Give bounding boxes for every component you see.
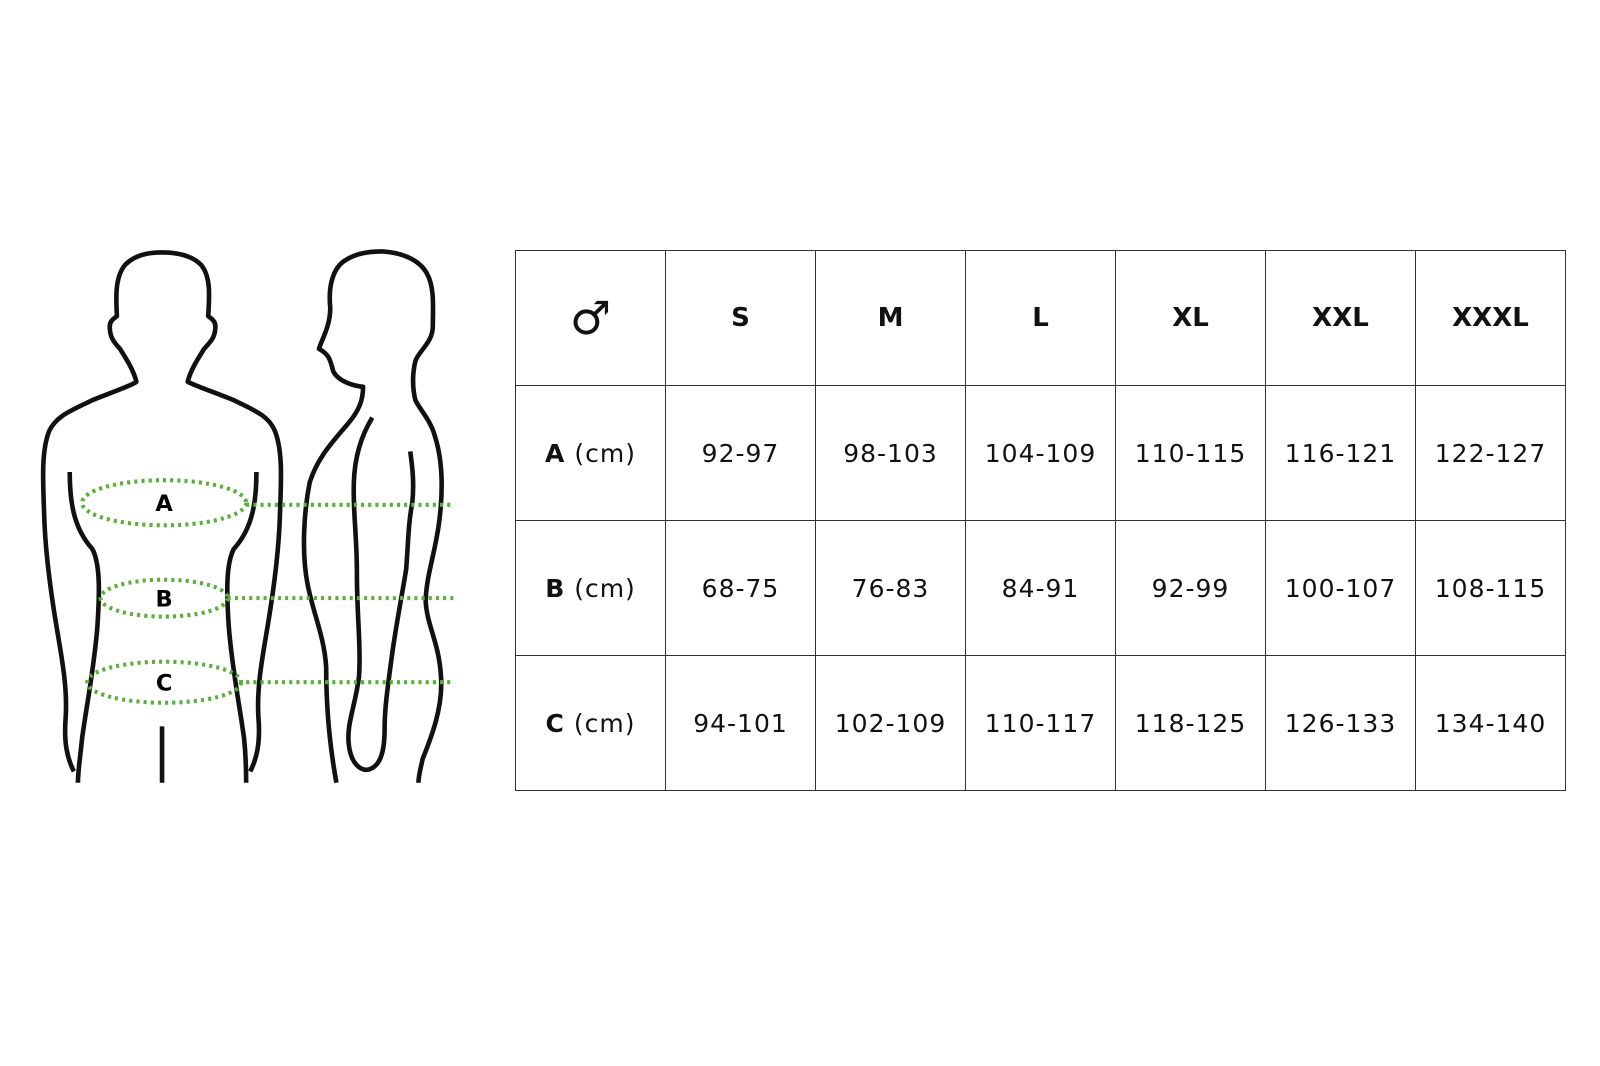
table-cell: 134-140 bbox=[1415, 655, 1566, 791]
size-header: XXXL bbox=[1415, 250, 1566, 386]
side-arm-outline bbox=[346, 416, 416, 773]
figure-label-a: A bbox=[155, 491, 173, 517]
table-cell: 98-103 bbox=[815, 385, 966, 521]
row-label-letter: C bbox=[545, 708, 565, 738]
table-row: C (cm) 94-101 102-109 110-117 118-125 12… bbox=[515, 655, 1566, 791]
size-header: L bbox=[965, 250, 1116, 386]
front-figure-outline bbox=[40, 250, 284, 773]
size-header: S bbox=[665, 250, 816, 386]
table-cell: 116-121 bbox=[1265, 385, 1416, 521]
table-cell: 92-99 bbox=[1115, 520, 1266, 656]
table-cell: 118-125 bbox=[1115, 655, 1266, 791]
row-label-letter: B bbox=[545, 573, 566, 603]
table-cell: 122-127 bbox=[1415, 385, 1566, 521]
size-header: XL bbox=[1115, 250, 1266, 386]
table-cell: 126-133 bbox=[1265, 655, 1416, 791]
row-label-unit: (cm) bbox=[574, 438, 636, 468]
figure-label-c: C bbox=[156, 670, 173, 696]
table-cell: 94-101 bbox=[665, 655, 816, 791]
front-torso-left bbox=[67, 471, 102, 783]
table-cell: 68-75 bbox=[665, 520, 816, 656]
row-label: B (cm) bbox=[515, 520, 666, 656]
row-label-unit: (cm) bbox=[573, 708, 636, 738]
row-label: C (cm) bbox=[515, 655, 666, 791]
figure-label-b: B bbox=[156, 586, 173, 612]
header-row: ♂ S M L XL XXL XXXL bbox=[515, 250, 1566, 386]
table-cell: 102-109 bbox=[815, 655, 966, 791]
table-cell: 76-83 bbox=[815, 520, 966, 656]
corner-cell: ♂ bbox=[515, 250, 666, 386]
male-symbol-icon: ♂ bbox=[569, 291, 612, 345]
size-chart-table: ♂ S M L XL XXL XXXL A (cm) 92-97 98-103 … bbox=[515, 250, 1566, 791]
table-cell: 92-97 bbox=[665, 385, 816, 521]
row-label-unit: (cm) bbox=[574, 573, 636, 603]
table-cell: 110-117 bbox=[965, 655, 1116, 791]
size-header: M bbox=[815, 250, 966, 386]
side-figure-outline bbox=[301, 249, 444, 784]
table-cell: 84-91 bbox=[965, 520, 1116, 656]
size-header: XXL bbox=[1265, 250, 1416, 386]
row-label: A (cm) bbox=[515, 385, 666, 521]
table-cell: 100-107 bbox=[1265, 520, 1416, 656]
table-cell: 110-115 bbox=[1115, 385, 1266, 521]
table-cell: 104-109 bbox=[965, 385, 1116, 521]
table-row: A (cm) 92-97 98-103 104-109 110-115 116-… bbox=[515, 385, 1566, 521]
table-cell: 108-115 bbox=[1415, 520, 1566, 656]
front-torso-right bbox=[225, 471, 259, 783]
table-row: B (cm) 68-75 76-83 84-91 92-99 100-107 1… bbox=[515, 520, 1566, 656]
row-label-letter: A bbox=[545, 438, 566, 468]
